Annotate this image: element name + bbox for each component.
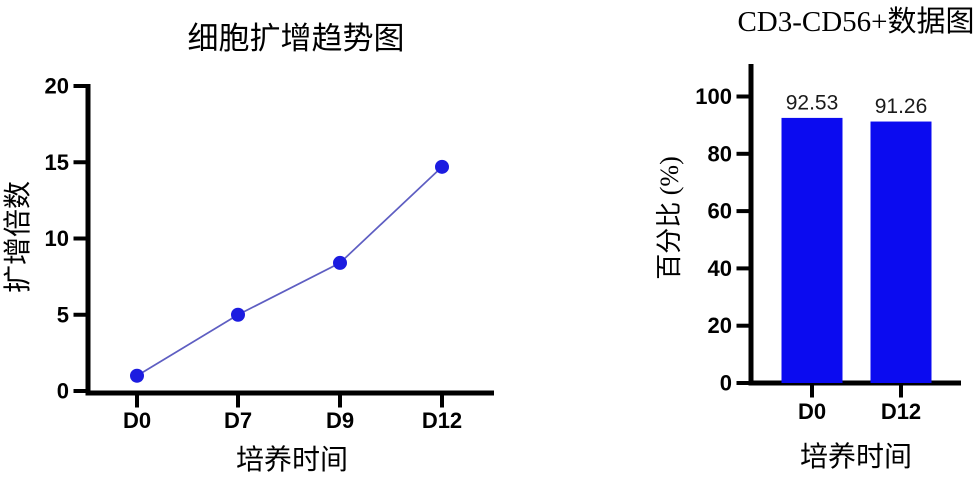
bar-chart-title: CD3-CD56+数据图: [737, 5, 974, 38]
line-chart-title: 细胞扩增趋势图: [188, 21, 405, 56]
x-tick-label: D0: [798, 399, 826, 424]
y-tick-label: 0: [720, 371, 732, 396]
bar-chart-ylabel: 百分比 (%): [655, 156, 684, 279]
y-tick-label: 5: [57, 302, 69, 327]
x-tick-label: D12: [422, 408, 462, 433]
bar-D12: [870, 121, 932, 383]
y-tick-label: 0: [57, 379, 69, 404]
y-tick-label: 20: [708, 313, 732, 338]
line-chart-plot: 0 5 10 15 20 D0 D7 D9 D12: [45, 74, 494, 433]
series-line: [136, 166, 443, 377]
line-chart-ylabel: 扩增倍数: [2, 181, 34, 293]
y-tick-label: 80: [708, 141, 732, 166]
data-point-D12: [435, 159, 449, 174]
bar-D0: [781, 117, 843, 383]
bar-chart-plot: 0 20 40 60 80 100 D0 D12 92.53 91.26: [695, 64, 961, 424]
bar-value-label-D12: 91.26: [875, 95, 928, 118]
bar-value-label-D0: 92.53: [786, 91, 839, 114]
x-tick-label: D9: [326, 408, 354, 433]
y-tick-label: 60: [708, 199, 732, 224]
data-point-D9: [333, 255, 347, 270]
x-tick-label: D0: [123, 408, 151, 433]
bar-chart-xlabel: 培养时间: [800, 441, 912, 473]
data-point-D7: [231, 307, 245, 322]
y-tick-label: 15: [45, 150, 69, 175]
x-tick-label: D7: [224, 408, 252, 433]
x-tick-label: D12: [881, 399, 921, 424]
y-tick-label: 40: [708, 256, 732, 281]
y-tick-label: 10: [45, 226, 69, 251]
y-tick-label: 20: [45, 74, 69, 99]
data-point-D0: [130, 368, 144, 383]
line-chart-xlabel: 培养时间: [236, 444, 348, 476]
y-tick-label: 100: [695, 84, 732, 109]
